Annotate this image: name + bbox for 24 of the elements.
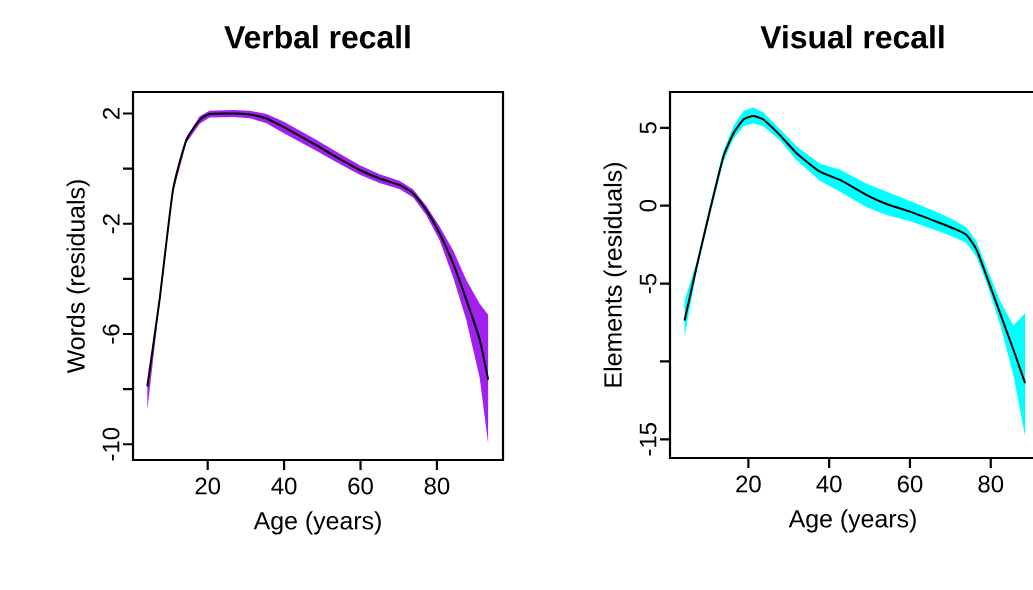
- y-axis-title: Elements (residuals): [603, 163, 627, 387]
- x-tick-label: 40: [816, 475, 842, 493]
- line-series: [683, 115, 1027, 385]
- y-tick-label: 5: [639, 122, 657, 134]
- x-tick-label: 80: [424, 477, 450, 495]
- y-tick-label: -5: [639, 273, 657, 294]
- x-tick-label: 20: [195, 477, 221, 495]
- y-tick-label: 2: [102, 108, 120, 119]
- chart-title: Verbal recall: [224, 25, 410, 49]
- x-tick-label: 80: [978, 475, 1004, 493]
- x-tick-label: 40: [271, 477, 297, 495]
- chart-title: Visual recall: [760, 25, 944, 49]
- y-tick-label: -15: [639, 423, 657, 456]
- y-tick-label: 0: [639, 199, 657, 212]
- x-tick-label: 60: [897, 475, 923, 493]
- y-tick-label: -10: [102, 427, 120, 461]
- x-tick-label: 60: [348, 477, 373, 495]
- y-axis-title: Words (residuals): [66, 180, 90, 374]
- line-series: [146, 112, 490, 388]
- x-axis-title: Age (years): [253, 511, 381, 535]
- x-axis-title: Age (years): [788, 509, 916, 533]
- y-tick-label: -6: [102, 324, 120, 344]
- y-tick-label: -2: [102, 214, 120, 234]
- x-tick-label: 20: [736, 475, 761, 493]
